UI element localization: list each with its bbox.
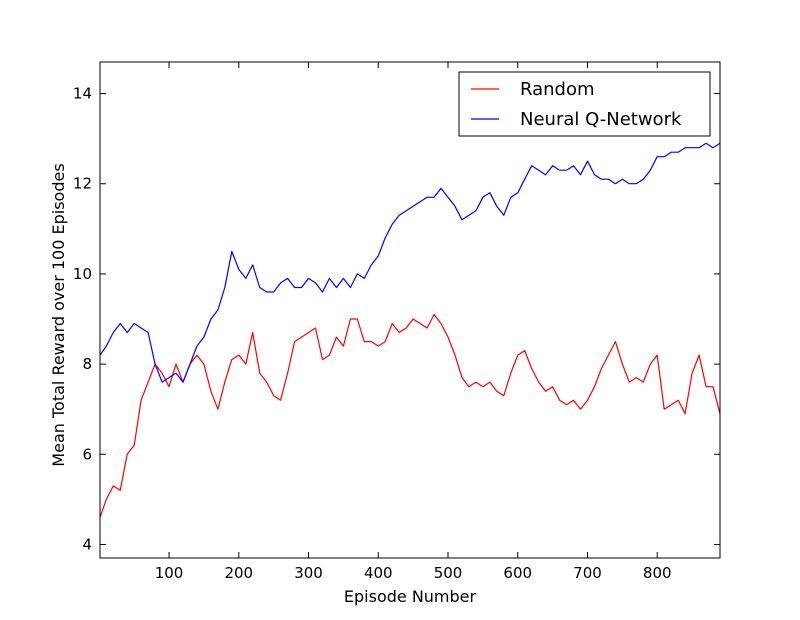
y-tick-label: 14 [73, 85, 92, 103]
y-axis-label: Mean Total Reward over 100 Episodes [49, 163, 68, 466]
series-line-neural-q-network [100, 142, 720, 383]
x-tick-label: 800 [643, 564, 672, 582]
ticks-layer: 100 200 300 400 500 600 700 800 4 6 8 10 12 14 [73, 62, 720, 582]
y-tick-label: 4 [82, 535, 92, 553]
x-tick-label: 600 [503, 564, 532, 582]
y-tick-label: 10 [73, 265, 92, 283]
x-axis-label: Episode Number [344, 587, 477, 606]
x-tick-label: 200 [224, 564, 253, 582]
legend-box [458, 71, 711, 137]
x-tick-label: 500 [434, 564, 463, 582]
x-tick-label: 700 [573, 564, 602, 582]
legend: Random Neural Q-Network [458, 71, 711, 137]
series-layer [100, 142, 720, 518]
y-tick-label: 12 [73, 175, 92, 193]
y-tick-label: 6 [82, 445, 92, 463]
legend-label-random: Random [520, 79, 595, 100]
x-tick-label: 100 [155, 564, 184, 582]
y-tick-label: 8 [82, 355, 92, 373]
x-tick-label: 400 [364, 564, 393, 582]
series-line-random [100, 313, 720, 518]
plot-frame [99, 61, 721, 559]
x-tick-label: 300 [294, 564, 323, 582]
legend-label-neural-q-network: Neural Q-Network [520, 109, 682, 130]
